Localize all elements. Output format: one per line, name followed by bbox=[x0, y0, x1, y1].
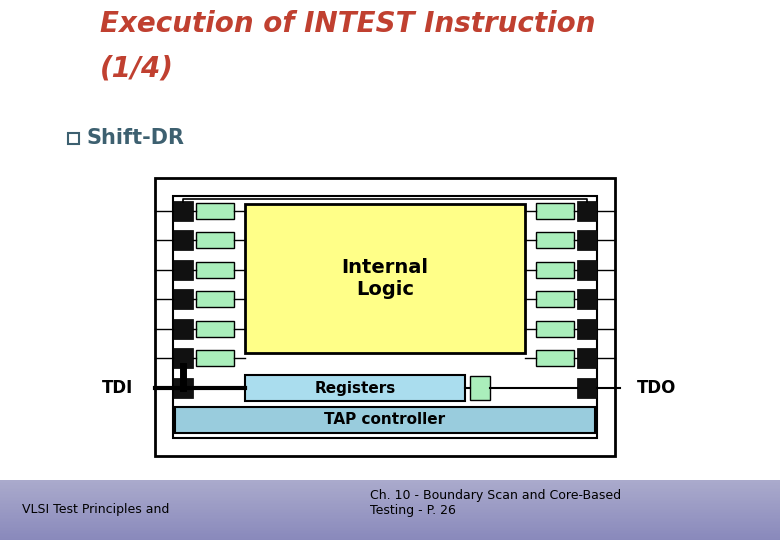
Bar bbox=[173, 289, 193, 309]
Bar bbox=[173, 319, 193, 339]
Bar bbox=[0, 480, 780, 482]
Bar bbox=[577, 201, 597, 221]
Bar bbox=[0, 517, 780, 519]
Bar bbox=[245, 204, 525, 353]
Bar bbox=[0, 513, 780, 515]
Text: (1/4): (1/4) bbox=[100, 55, 174, 83]
Bar bbox=[0, 516, 780, 518]
Bar bbox=[577, 319, 597, 339]
Bar bbox=[0, 486, 780, 488]
Bar bbox=[0, 500, 780, 502]
Bar bbox=[0, 532, 780, 535]
Text: VLSI Test Principles and: VLSI Test Principles and bbox=[22, 503, 169, 516]
Bar bbox=[0, 507, 780, 509]
Bar bbox=[0, 503, 780, 504]
Bar bbox=[536, 262, 574, 278]
Bar bbox=[0, 537, 780, 539]
Bar bbox=[196, 232, 234, 248]
Bar bbox=[0, 484, 780, 487]
Bar bbox=[0, 488, 780, 489]
Bar bbox=[196, 262, 234, 278]
Bar bbox=[0, 528, 780, 530]
Bar bbox=[577, 231, 597, 251]
Bar bbox=[0, 511, 780, 514]
Bar bbox=[0, 501, 780, 503]
Bar bbox=[245, 375, 465, 401]
Text: TDI: TDI bbox=[101, 379, 133, 397]
Bar bbox=[0, 496, 780, 498]
Bar bbox=[175, 407, 595, 433]
Bar bbox=[0, 525, 780, 527]
Bar bbox=[536, 291, 574, 307]
Bar bbox=[173, 260, 193, 280]
Bar bbox=[0, 531, 780, 533]
Bar bbox=[0, 489, 780, 491]
Bar bbox=[0, 490, 780, 492]
Bar bbox=[0, 522, 780, 524]
Bar bbox=[577, 348, 597, 368]
Bar bbox=[0, 483, 780, 485]
Bar bbox=[68, 133, 79, 144]
Bar bbox=[173, 201, 193, 221]
Bar bbox=[0, 510, 780, 512]
Text: TAP controller: TAP controller bbox=[324, 413, 445, 428]
Bar bbox=[0, 538, 780, 540]
Text: Execution of INTEST Instruction: Execution of INTEST Instruction bbox=[100, 10, 595, 38]
Text: TDO: TDO bbox=[637, 379, 677, 397]
Bar bbox=[0, 534, 780, 536]
Bar bbox=[0, 521, 780, 523]
Bar bbox=[196, 291, 234, 307]
Bar bbox=[0, 482, 780, 483]
Bar bbox=[0, 515, 780, 516]
Bar bbox=[0, 523, 780, 525]
Bar bbox=[196, 203, 234, 219]
Text: Registers: Registers bbox=[314, 381, 395, 395]
Bar bbox=[173, 196, 597, 438]
Bar bbox=[536, 232, 574, 248]
Bar bbox=[0, 509, 780, 510]
Bar bbox=[0, 495, 780, 497]
Text: Shift-DR: Shift-DR bbox=[86, 129, 184, 148]
Bar bbox=[0, 519, 780, 521]
Bar bbox=[0, 494, 780, 496]
Bar bbox=[173, 231, 193, 251]
Bar bbox=[0, 498, 780, 500]
Bar bbox=[536, 321, 574, 336]
Bar bbox=[536, 350, 574, 366]
Bar bbox=[173, 378, 193, 398]
Bar bbox=[536, 203, 574, 219]
Bar bbox=[0, 536, 780, 537]
Bar bbox=[196, 350, 234, 366]
Bar bbox=[0, 526, 780, 529]
Bar bbox=[0, 492, 780, 494]
Bar bbox=[577, 378, 597, 398]
Bar bbox=[577, 260, 597, 280]
Text: Ch. 10 - Boundary Scan and Core-Based
Testing - P. 26: Ch. 10 - Boundary Scan and Core-Based Te… bbox=[370, 489, 621, 517]
Bar bbox=[0, 504, 780, 506]
Bar bbox=[155, 178, 615, 456]
Text: Internal
Logic: Internal Logic bbox=[342, 258, 428, 299]
Bar bbox=[0, 530, 780, 531]
Bar bbox=[0, 505, 780, 508]
Bar bbox=[577, 289, 597, 309]
Bar bbox=[470, 376, 490, 400]
Bar bbox=[196, 321, 234, 336]
Bar bbox=[173, 348, 193, 368]
